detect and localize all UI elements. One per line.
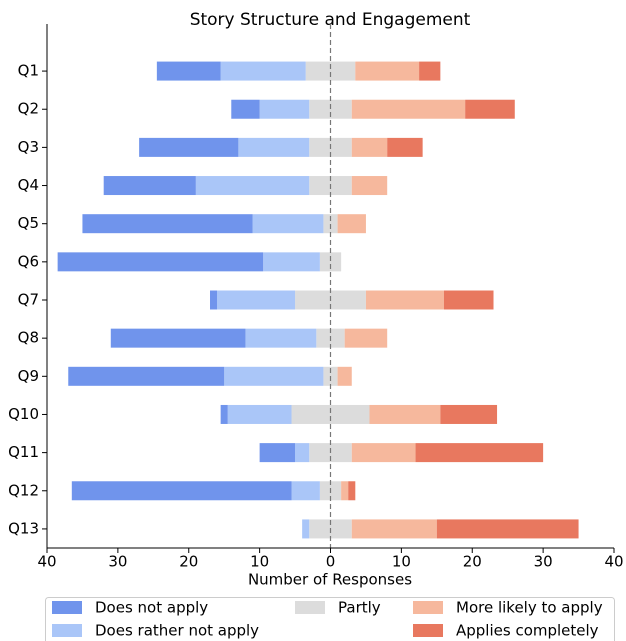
bar-segment <box>443 290 494 310</box>
bar-segment <box>263 252 320 272</box>
y-tick-label: Q5 <box>18 214 39 232</box>
bar-segment <box>351 176 388 196</box>
bar-segment <box>319 252 342 272</box>
x-tick-label: 10 <box>392 553 411 571</box>
legend-swatch <box>295 601 325 614</box>
x-axis-label: Number of Responses <box>248 571 412 589</box>
legend-label: Partly <box>338 599 381 617</box>
bar-segment <box>139 137 239 157</box>
bar-segment <box>110 328 246 348</box>
bar-segment <box>295 443 310 463</box>
x-tick-label: 40 <box>604 553 623 571</box>
bar-segment <box>436 519 579 539</box>
bar-segment <box>341 481 349 501</box>
legend-swatch <box>413 624 443 637</box>
bar-segment <box>224 366 324 386</box>
y-tick-label: Q4 <box>18 176 39 194</box>
bar-segment <box>302 519 310 539</box>
bar-segment <box>252 214 324 234</box>
legend-label: Applies completely <box>456 622 599 640</box>
bar-segment <box>465 99 515 119</box>
bar-segment <box>156 61 221 81</box>
y-tick-label: Q7 <box>18 291 39 309</box>
bar-segment <box>440 404 498 424</box>
x-tick-label: 10 <box>250 553 269 571</box>
legend-label: Does not apply <box>95 599 208 617</box>
bar-segment <box>348 481 356 501</box>
x-tick-label: 20 <box>463 553 482 571</box>
bar-segment <box>415 443 544 463</box>
y-tick-label: Q1 <box>18 62 39 80</box>
y-tick-label: Q6 <box>18 252 39 270</box>
bar-segment <box>245 328 317 348</box>
x-tick-label: 30 <box>108 553 127 571</box>
bar-segment <box>355 61 420 81</box>
legend-label: More likely to apply <box>456 599 603 617</box>
legend-swatch <box>52 624 82 637</box>
legend-label: Does rather not apply <box>95 622 259 640</box>
y-tick-label: Q9 <box>18 367 39 385</box>
bar-segment <box>238 137 310 157</box>
bar-segment <box>217 290 296 310</box>
bar-segment <box>259 443 296 463</box>
bar-segment <box>337 366 352 386</box>
bar-segment <box>71 481 292 501</box>
x-tick-label: 30 <box>534 553 553 571</box>
legend-swatch <box>413 601 443 614</box>
legend-box <box>45 597 615 641</box>
y-tick-label: Q3 <box>18 138 39 156</box>
y-tick-label: Q10 <box>8 405 39 423</box>
bar-segment <box>103 176 196 196</box>
bar-segment <box>351 99 466 119</box>
y-tick-label: Q13 <box>8 519 39 537</box>
bar-segment <box>291 404 370 424</box>
bar-segment <box>337 214 366 234</box>
bar-segment <box>387 137 423 157</box>
x-tick-label: 20 <box>179 553 198 571</box>
bar-segment <box>57 252 264 272</box>
bar-segment <box>220 404 228 424</box>
bar-segment <box>365 290 444 310</box>
bar-segment <box>195 176 310 196</box>
y-tick-label: Q8 <box>18 329 39 347</box>
bar-segment <box>323 214 338 234</box>
y-tick-label: Q11 <box>8 443 39 461</box>
bar-segment <box>369 404 441 424</box>
x-tick-label: 40 <box>37 553 56 571</box>
y-tick-label: Q12 <box>8 481 39 499</box>
bar-segment <box>220 61 306 81</box>
x-tick-label: 0 <box>326 553 336 571</box>
bar-segment <box>82 214 253 234</box>
legend-swatch <box>52 601 82 614</box>
bar-segment <box>309 99 352 119</box>
bar-segment <box>210 290 218 310</box>
bar-segment <box>344 328 388 348</box>
bar-segment <box>351 443 416 463</box>
bar-segment <box>351 137 388 157</box>
bar-segment <box>291 481 320 501</box>
bar-segment <box>419 61 441 81</box>
bar-segment <box>68 366 225 386</box>
bar-segment <box>231 99 260 119</box>
chart-title: Story Structure and Engagement <box>190 10 471 30</box>
bar-segment <box>305 61 356 81</box>
y-tick-label: Q2 <box>18 100 39 118</box>
bar-segment <box>227 404 292 424</box>
bar-segment <box>351 519 437 539</box>
bar-segment <box>259 99 310 119</box>
